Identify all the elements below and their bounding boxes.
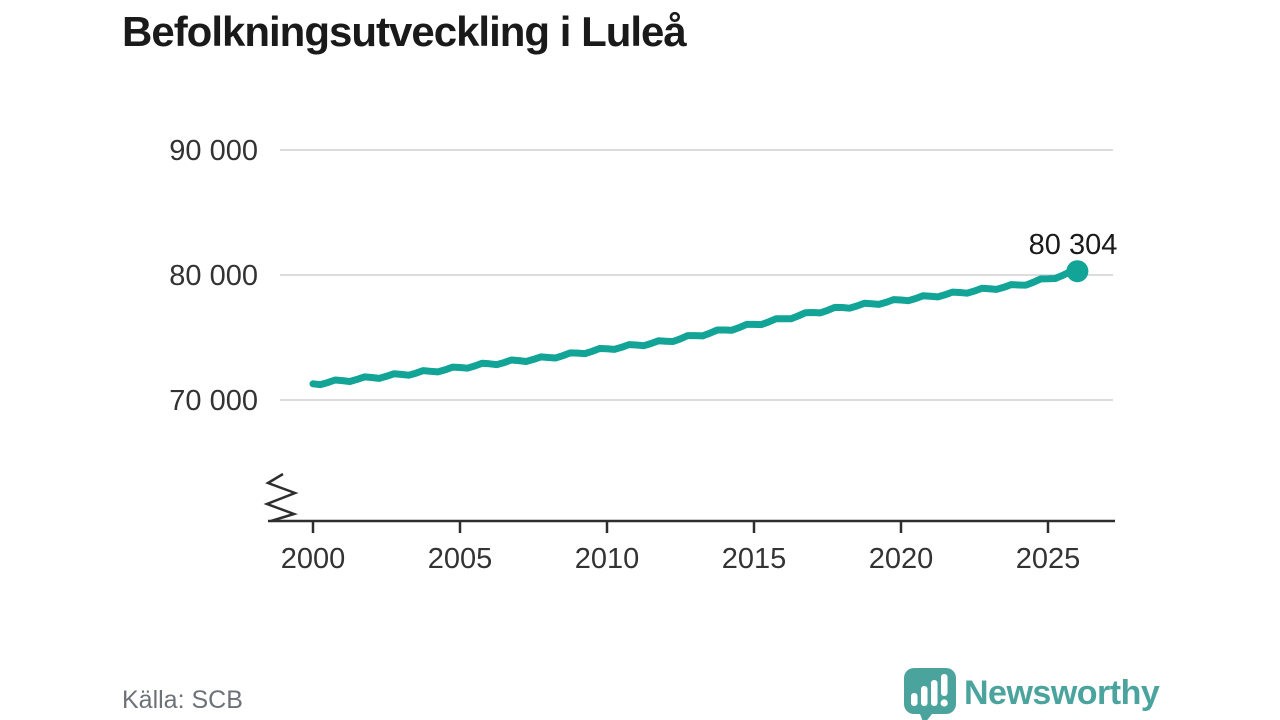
x-axis-labels: 2000 2005 2010 2015 2020 2025 (281, 543, 1081, 575)
x-tick-label-2010: 2010 (575, 543, 640, 575)
y-tick-label-90000: 90 000 (169, 135, 258, 167)
x-tick-label-2000: 2000 (281, 543, 346, 575)
population-line (309, 267, 1081, 389)
y-tick-label-80000: 80 000 (169, 260, 258, 292)
x-tick-label-2015: 2015 (722, 543, 787, 575)
end-point-dot (1066, 260, 1089, 283)
end-value-label: 80 304 (1029, 229, 1118, 261)
page-title: Befolkningsutveckling i Luleå (122, 8, 687, 55)
newsworthy-wordmark: Newsworthy (964, 674, 1160, 712)
bar-chart-speech-bubble-icon (904, 668, 956, 720)
axis-break-icon (263, 472, 299, 523)
data-series (309, 260, 1089, 389)
x-axis (263, 472, 1115, 533)
y-axis-labels: 90 000 80 000 70 000 (169, 135, 258, 417)
x-tick-label-2005: 2005 (428, 543, 493, 575)
gridlines (280, 149, 1113, 401)
x-tick-label-2025: 2025 (1016, 543, 1081, 575)
x-tick-label-2020: 2020 (869, 543, 934, 575)
newsworthy-logo: Newsworthy (904, 668, 1160, 720)
y-tick-label-70000: 70 000 (169, 385, 258, 417)
source-caption: Källa: SCB (122, 686, 243, 714)
